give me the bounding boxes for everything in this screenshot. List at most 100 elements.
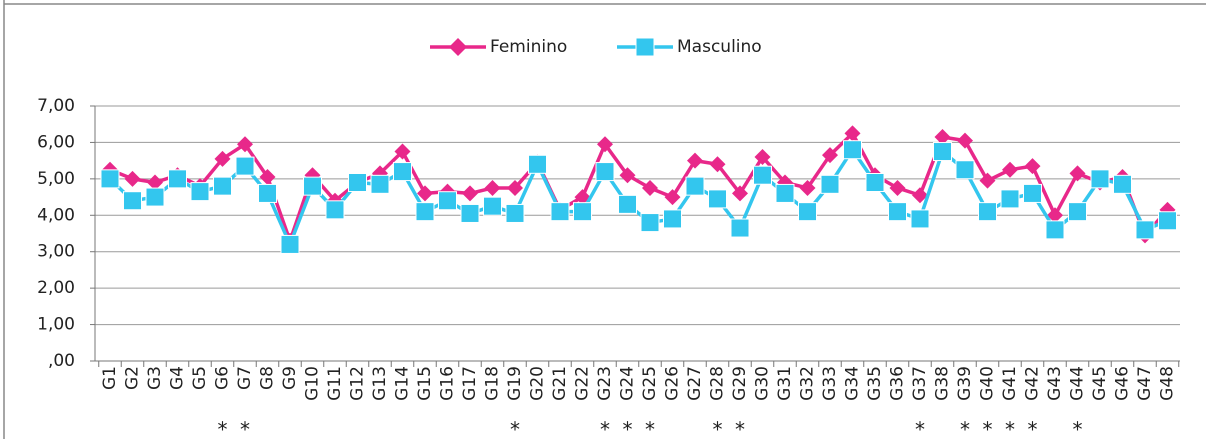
x-tick-label: G15: [415, 366, 435, 401]
data-point: [1135, 220, 1155, 240]
data-point: [303, 176, 322, 196]
x-tick-label: G24: [618, 366, 638, 401]
x-tick-label: G47: [1135, 366, 1155, 401]
data-point: [348, 173, 367, 192]
data-point: [978, 202, 997, 222]
category-note: *: [510, 418, 520, 439]
x-tick-label: G27: [685, 366, 705, 401]
data-point: [865, 173, 885, 192]
x-tick-label: G19: [505, 366, 525, 401]
data-point: [460, 203, 480, 223]
y-tick-label: 5,00: [37, 169, 75, 189]
data-point: [237, 136, 253, 153]
data-point: [1068, 202, 1087, 222]
data-point: [640, 213, 660, 233]
data-point: [417, 185, 433, 202]
data-point: [685, 176, 705, 196]
y-tick-label: 7,00: [37, 96, 75, 116]
category-note: *: [600, 418, 610, 439]
x-tick-label: G18: [483, 366, 503, 401]
data-point: [528, 154, 547, 174]
data-point: [190, 182, 210, 202]
x-tick-label: G43: [1045, 366, 1065, 401]
x-tick-label: G21: [550, 366, 570, 401]
x-tick-label: G26: [663, 366, 683, 401]
data-point: [1002, 161, 1018, 178]
data-point: [775, 183, 795, 203]
data-point: [213, 176, 232, 196]
x-tick-label: G30: [753, 366, 773, 401]
data-point: [730, 218, 750, 238]
data-point: [979, 172, 996, 189]
data-point: [934, 128, 951, 145]
x-tick-label: G6: [213, 366, 233, 390]
data-point: [822, 147, 838, 164]
data-point: [888, 202, 907, 222]
data-point: [799, 179, 816, 196]
category-note: *: [1073, 418, 1083, 439]
data-point: [325, 200, 345, 220]
data-point: [732, 185, 748, 202]
data-point: [280, 234, 300, 254]
data-point: [1047, 207, 1063, 224]
data-point: [955, 160, 975, 180]
category-note: *: [218, 418, 228, 439]
data-point: [619, 167, 636, 184]
y-tick-label: 3,00: [37, 242, 75, 262]
x-tick-label: G23: [595, 366, 615, 401]
data-point: [168, 169, 187, 189]
data-point: [1000, 189, 1020, 209]
data-point: [1113, 174, 1132, 194]
data-point: [370, 174, 390, 194]
x-tick-label: G5: [190, 366, 210, 390]
category-note: *: [240, 418, 250, 439]
x-tick-label: G32: [798, 366, 818, 401]
legend-marker: [449, 38, 467, 56]
category-note: *: [983, 418, 993, 439]
category-note: *: [1005, 418, 1015, 439]
y-tick-label: ,00: [48, 351, 75, 371]
data-point: [663, 209, 682, 229]
data-point: [462, 185, 478, 202]
data-point: [889, 179, 906, 196]
x-tick-label: G48: [1158, 366, 1178, 401]
data-point: [550, 202, 570, 222]
x-tick-label: G41: [1000, 366, 1020, 401]
data-point: [394, 143, 411, 160]
data-point: [235, 156, 255, 176]
data-point: [145, 187, 165, 207]
data-point: [147, 174, 163, 191]
x-tick-label: G8: [258, 366, 278, 390]
data-point: [957, 132, 973, 149]
data-point: [753, 165, 772, 185]
data-point: [507, 179, 523, 196]
x-tick-label: G3: [145, 366, 165, 390]
data-point: [214, 150, 231, 167]
y-tick-label: 6,00: [37, 132, 75, 152]
data-point: [505, 203, 525, 223]
data-point: [664, 189, 681, 206]
data-point: [843, 140, 862, 160]
x-tick-label: G38: [933, 366, 953, 401]
legend-marker: [635, 37, 655, 57]
x-tick-label: G14: [393, 366, 413, 401]
data-point: [1024, 158, 1041, 175]
x-tick-label: G45: [1090, 366, 1110, 401]
category-note: *: [1028, 418, 1038, 439]
x-tick-label: G20: [528, 366, 548, 401]
x-tick-label: G22: [573, 366, 593, 401]
x-tick-label: G12: [348, 366, 368, 401]
data-point: [597, 136, 613, 153]
data-point: [595, 162, 615, 182]
x-tick-label: G31: [775, 366, 795, 401]
data-point: [1069, 165, 1086, 182]
data-point: [642, 179, 658, 196]
data-point: [438, 191, 457, 211]
data-point: [124, 170, 141, 187]
x-tick-label: G10: [303, 366, 323, 401]
legend-label: Masculino: [677, 37, 762, 57]
x-tick-label: G1: [100, 366, 120, 390]
x-tick-label: G16: [438, 366, 458, 401]
data-point: [483, 196, 502, 216]
